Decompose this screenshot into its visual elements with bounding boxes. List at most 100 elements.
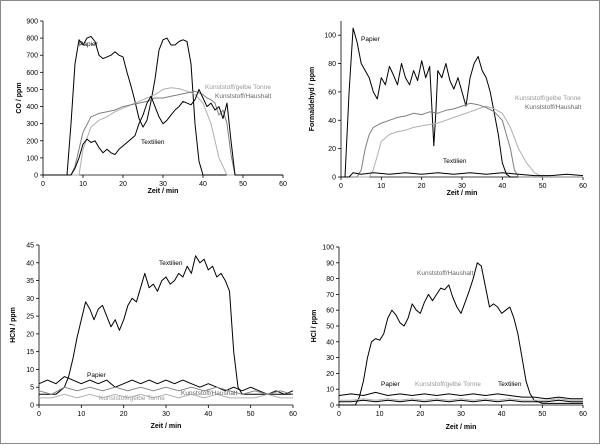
series-annotation: Kunststoff/gelbe Tonne (515, 95, 581, 102)
chart-panel-2: 0 10 20 30 40 50 60 0 20 40 60 80 100 Zeit / min Forma… (309, 21, 587, 197)
series-annotation: Textilien (141, 139, 165, 146)
y-tick-label: 700 (26, 53, 38, 60)
series-line-4 (341, 172, 584, 178)
series-annotation: Kunststoff/Haushalt (181, 390, 237, 397)
y-tick-label: 40 (26, 260, 34, 267)
x-tick-label: 20 (416, 411, 424, 418)
x-tick-label: 20 (120, 411, 128, 418)
x-tick-label: 30 (458, 183, 466, 190)
y-tick-label: 60 (328, 89, 336, 96)
x-tick-label: 0 (41, 181, 45, 188)
x-tick-label: 50 (538, 411, 546, 418)
series-annotation: Textilien (498, 381, 522, 388)
y-tick-label: 35 (26, 278, 34, 285)
series-line-1 (43, 35, 283, 176)
y-axis-label: CO / ppm (16, 82, 23, 113)
x-axis-label: Zeit / min (148, 188, 179, 195)
chart-panel-1: 0 10 20 30 40 50 60010020030040050060070080090… (16, 19, 287, 196)
y-tick-label: 60 (326, 308, 334, 315)
x-tick-label: 40 (204, 411, 212, 418)
series-line-3 (341, 102, 583, 178)
y-tick-label: 0 (30, 403, 34, 410)
series-annotation: Kunststoff/Haushalt (525, 104, 581, 111)
series-line-4 (43, 88, 283, 176)
y-tick-label: 90 (326, 260, 334, 267)
x-tick-label: 0 (37, 411, 41, 418)
y-tick-label: 200 (26, 138, 38, 145)
x-axis-label: Zeit / min (446, 424, 477, 431)
y-tick-label: 20 (326, 371, 334, 378)
y-tick-label: 100 (26, 155, 38, 162)
y-tick-label: 500 (26, 87, 38, 94)
series-line-2 (43, 87, 283, 176)
series-line-1 (341, 27, 583, 178)
chart-panel-4: 0 10 20 30 40 50 60 0 10 20 30 40 50 60 70 80 90 100 Zeit … (311, 245, 587, 432)
series-line-4 (339, 399, 583, 403)
y-tick-label: 800 (26, 36, 38, 43)
y-axis-label: HCl / ppm (311, 310, 318, 343)
x-tick-label: 60 (579, 183, 587, 190)
y-tick-label: 900 (26, 19, 38, 26)
chart-panel-3: 0 10 20 30 40 50 60 0 5 10 15 20 25 30 35 40 45 Zeit / mi… (10, 243, 297, 431)
series-annotation: Kunststoff/Haushalt (215, 93, 271, 100)
y-tick-label: 80 (326, 276, 334, 283)
y-tick-label: 45 (26, 243, 34, 250)
series-annotation: Papier (79, 41, 99, 48)
y-tick-label: 300 (26, 121, 38, 128)
y-tick-label: 10 (326, 387, 334, 394)
x-tick-label: 30 (457, 411, 465, 418)
series-line-2 (341, 105, 583, 178)
x-tick-label: 20 (418, 183, 426, 190)
y-tick-label: 25 (26, 314, 34, 321)
x-tick-label: 10 (79, 181, 87, 188)
x-tick-label: 40 (199, 181, 207, 188)
series-line-2 (338, 391, 583, 400)
series-line-1 (39, 255, 293, 395)
series-annotation: Kunststoff/gelbe Tonne (205, 84, 271, 91)
y-tick-label: 100 (324, 33, 336, 40)
series-annotation: Textilien (159, 260, 183, 267)
x-tick-label: 20 (119, 181, 127, 188)
y-tick-label: 5 (30, 385, 34, 392)
x-tick-label: 10 (376, 411, 384, 418)
y-tick-label: 400 (26, 104, 38, 111)
x-tick-label: 0 (339, 183, 343, 190)
series-annotation: Papier (361, 36, 381, 43)
x-tick-label: 50 (539, 183, 547, 190)
y-tick-label: 50 (326, 324, 334, 331)
series-annotation: Papier (381, 381, 401, 388)
y-tick-label: 30 (326, 355, 334, 362)
series-annotation: Papier (87, 372, 107, 379)
x-tick-label: 60 (579, 411, 587, 418)
y-tick-label: 0 (332, 175, 336, 182)
x-tick-label: 30 (162, 411, 170, 418)
y-tick-label: 15 (26, 349, 34, 356)
y-tick-label: 70 (326, 292, 334, 299)
x-tick-label: 40 (498, 411, 506, 418)
y-tick-label: 40 (328, 118, 336, 125)
y-tick-label: 0 (34, 173, 38, 180)
series-annotation: Kunststoff/gelbe Tonne (415, 381, 481, 388)
x-axis-label: Zeit / min (447, 190, 478, 197)
x-tick-label: 60 (289, 411, 297, 418)
series-line-3 (39, 393, 293, 399)
series-line-3 (43, 90, 283, 176)
x-tick-label: 50 (247, 411, 255, 418)
y-tick-label: 80 (328, 61, 336, 68)
y-axis-label: HCN / ppm (10, 307, 17, 343)
x-tick-label: 10 (77, 411, 85, 418)
series-annotation: Kunststoff/gelbe Tonne (99, 395, 165, 402)
y-tick-label: 0 (330, 403, 334, 410)
y-axis-label: Formaldehyd / ppm (309, 67, 316, 132)
x-tick-label: 40 (498, 183, 506, 190)
series-line-3 (339, 398, 583, 401)
series-line-2 (38, 376, 294, 395)
y-tick-label: 10 (26, 367, 34, 374)
x-tick-label: 30 (159, 181, 167, 188)
x-tick-label: 60 (279, 181, 287, 188)
series-annotation: Textilien (443, 158, 467, 165)
x-axis-label: Zeit / min (151, 423, 182, 430)
x-tick-label: 10 (377, 183, 385, 190)
